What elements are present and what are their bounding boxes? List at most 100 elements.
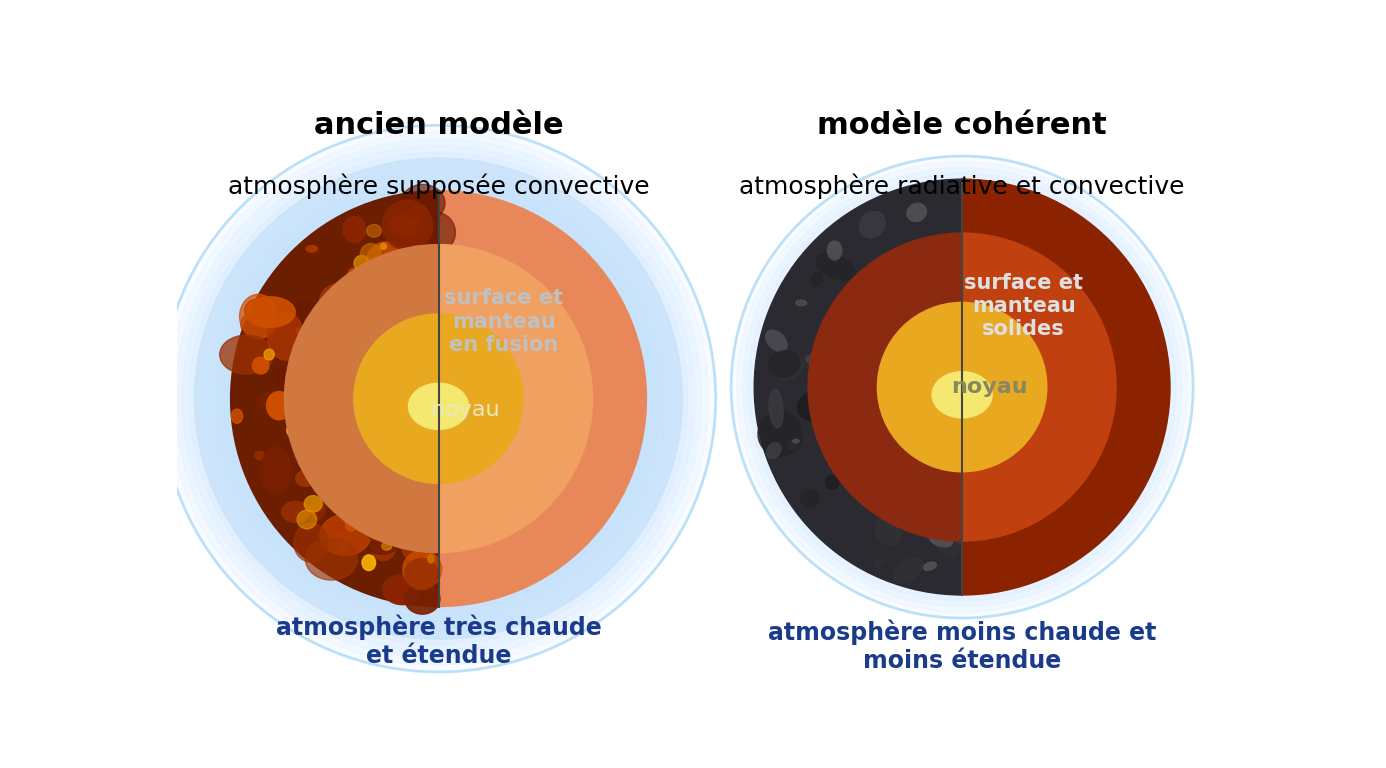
Ellipse shape	[255, 452, 265, 460]
Ellipse shape	[737, 162, 1188, 612]
Ellipse shape	[402, 534, 432, 561]
Ellipse shape	[865, 303, 906, 345]
Ellipse shape	[923, 334, 960, 368]
Ellipse shape	[805, 355, 821, 364]
Ellipse shape	[403, 551, 442, 588]
Ellipse shape	[409, 383, 468, 429]
Ellipse shape	[389, 339, 405, 353]
Ellipse shape	[765, 330, 787, 351]
Ellipse shape	[916, 351, 951, 389]
Ellipse shape	[402, 460, 419, 477]
Ellipse shape	[266, 392, 291, 420]
Text: ancien modèle: ancien modèle	[313, 111, 563, 141]
Ellipse shape	[409, 409, 423, 424]
Ellipse shape	[848, 396, 862, 403]
Ellipse shape	[351, 301, 355, 304]
Ellipse shape	[895, 259, 909, 266]
Ellipse shape	[915, 392, 944, 425]
Ellipse shape	[286, 402, 313, 439]
Ellipse shape	[938, 359, 972, 393]
Ellipse shape	[351, 320, 366, 339]
Ellipse shape	[875, 558, 884, 566]
Ellipse shape	[381, 280, 413, 320]
Ellipse shape	[942, 399, 955, 412]
Wedge shape	[808, 233, 962, 541]
Ellipse shape	[182, 146, 694, 651]
Ellipse shape	[933, 525, 959, 557]
Ellipse shape	[369, 372, 392, 399]
Ellipse shape	[175, 139, 701, 658]
Ellipse shape	[888, 276, 924, 316]
Ellipse shape	[383, 200, 432, 250]
Ellipse shape	[869, 324, 879, 338]
Ellipse shape	[360, 485, 374, 502]
Ellipse shape	[949, 388, 959, 399]
Ellipse shape	[363, 523, 401, 554]
Wedge shape	[754, 179, 962, 595]
Ellipse shape	[409, 369, 423, 382]
Ellipse shape	[380, 464, 421, 492]
Ellipse shape	[412, 262, 435, 296]
Ellipse shape	[195, 160, 681, 637]
Ellipse shape	[417, 403, 432, 414]
Ellipse shape	[366, 515, 385, 541]
Ellipse shape	[911, 331, 919, 336]
Ellipse shape	[413, 384, 434, 405]
Ellipse shape	[420, 403, 446, 429]
Ellipse shape	[863, 427, 881, 436]
Ellipse shape	[346, 268, 360, 289]
Ellipse shape	[362, 244, 376, 257]
Ellipse shape	[398, 390, 449, 420]
Wedge shape	[962, 179, 1170, 595]
Ellipse shape	[295, 442, 322, 468]
Circle shape	[877, 303, 1046, 472]
Ellipse shape	[327, 541, 342, 558]
Ellipse shape	[294, 523, 327, 562]
Ellipse shape	[930, 419, 936, 425]
Ellipse shape	[353, 255, 369, 271]
Ellipse shape	[876, 517, 901, 545]
Ellipse shape	[869, 461, 886, 476]
Ellipse shape	[365, 483, 389, 505]
Ellipse shape	[405, 253, 413, 263]
Ellipse shape	[748, 174, 1175, 601]
Ellipse shape	[410, 350, 427, 369]
Ellipse shape	[399, 403, 413, 417]
Ellipse shape	[861, 462, 870, 471]
Ellipse shape	[888, 250, 911, 274]
Ellipse shape	[389, 509, 409, 533]
Ellipse shape	[870, 273, 893, 294]
Ellipse shape	[883, 418, 893, 423]
Text: noyau: noyau	[951, 377, 1027, 397]
Ellipse shape	[304, 495, 322, 512]
Ellipse shape	[923, 562, 937, 571]
Ellipse shape	[337, 476, 365, 503]
Ellipse shape	[801, 489, 819, 507]
Ellipse shape	[743, 167, 1181, 607]
Ellipse shape	[402, 501, 412, 511]
Ellipse shape	[341, 318, 348, 329]
Ellipse shape	[827, 241, 841, 260]
Ellipse shape	[219, 335, 273, 374]
Ellipse shape	[929, 531, 952, 547]
Ellipse shape	[428, 554, 434, 563]
Wedge shape	[284, 245, 438, 553]
Ellipse shape	[954, 280, 962, 294]
Ellipse shape	[245, 299, 270, 323]
Wedge shape	[438, 190, 646, 607]
Ellipse shape	[945, 373, 960, 392]
Ellipse shape	[261, 447, 292, 495]
Ellipse shape	[334, 522, 346, 531]
Ellipse shape	[417, 382, 448, 406]
Ellipse shape	[188, 153, 687, 644]
Ellipse shape	[416, 212, 456, 253]
Ellipse shape	[796, 300, 807, 306]
Ellipse shape	[345, 517, 358, 531]
Ellipse shape	[886, 409, 916, 422]
Ellipse shape	[947, 365, 955, 372]
Ellipse shape	[941, 409, 962, 430]
Ellipse shape	[407, 341, 416, 351]
Ellipse shape	[951, 362, 973, 387]
Ellipse shape	[376, 458, 388, 471]
Ellipse shape	[891, 270, 900, 278]
